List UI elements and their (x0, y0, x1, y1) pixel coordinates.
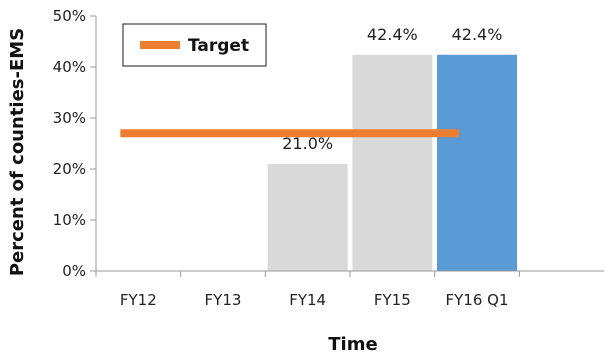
bar-fy16-q1 (437, 54, 517, 272)
x-tick-label: FY13 (205, 291, 242, 309)
x-tick-label: FY14 (289, 291, 326, 309)
y-tick-label: 50% (53, 7, 86, 25)
data-label: 42.4% (367, 25, 418, 44)
y-tick-label: 30% (53, 109, 86, 127)
x-axis-ticks: FY12 FY13 FY14 FY15 FY16 Q1 (95, 271, 520, 309)
bars (267, 54, 517, 272)
x-axis-title: Time (328, 334, 377, 355)
y-tick-label: 0% (62, 262, 86, 280)
y-tick-label: 10% (53, 211, 86, 229)
data-label: 42.4% (452, 25, 503, 44)
legend-label-target: Target (188, 36, 249, 56)
data-labels: 21.0% 42.4% 42.4% (282, 25, 502, 153)
data-label: 21.0% (282, 134, 333, 153)
legend: Target (122, 23, 267, 67)
x-tick-label: FY12 (120, 291, 157, 309)
y-tick-label: 40% (53, 58, 86, 76)
y-axis-title: Percent of counties-EMS (7, 28, 28, 276)
bar-fy15 (352, 54, 433, 272)
bar-fy14 (267, 163, 348, 271)
y-tick-label: 20% (53, 160, 86, 178)
y-axis-ticks: 0% 10% 20% 30% 40% 50% (53, 7, 96, 280)
x-tick-label: FY16 Q1 (446, 291, 509, 309)
x-tick-label: FY15 (374, 291, 411, 309)
